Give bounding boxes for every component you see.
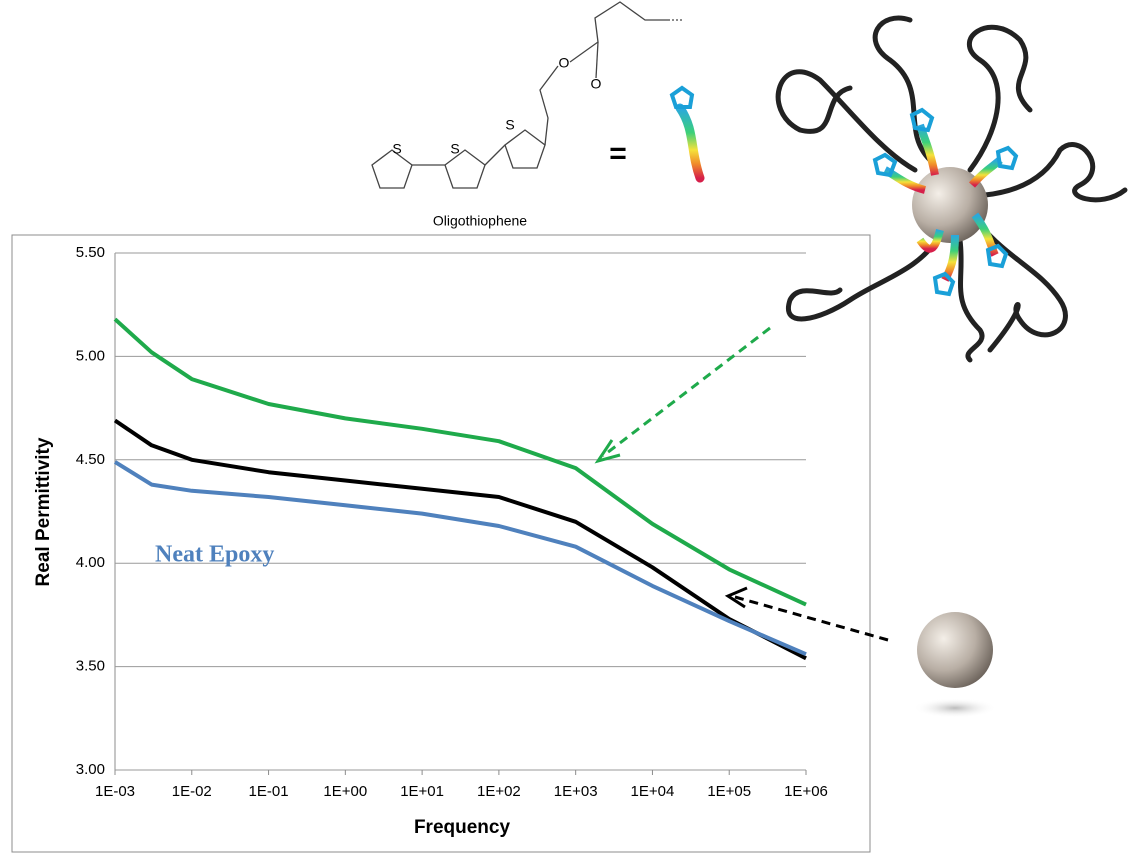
- y-tick-label: 3.00: [76, 761, 105, 778]
- chart-frame: [12, 235, 870, 852]
- bare-nanoparticle: [917, 612, 993, 688]
- molecule-caption: Oligothiophene: [433, 213, 527, 229]
- y-tick-label: 4.50: [76, 451, 105, 468]
- sphere-shadow: [913, 698, 997, 718]
- molecule: S S S O O = Oligothiophene: [372, 2, 700, 229]
- y-tick-label: 3.50: [76, 658, 105, 675]
- y-tick-label: 5.50: [76, 244, 105, 261]
- atom-label: O: [591, 76, 602, 92]
- x-tick-label: 1E+04: [631, 783, 675, 800]
- y-tick-label: 4.00: [76, 554, 105, 571]
- x-tick-label: 1E-03: [95, 783, 135, 800]
- x-tick-label: 1E+01: [400, 783, 444, 800]
- page: 3.00 3.50 4.00 4.50 5.00 5.50 1E-03 1E-02 1E-01 1…: [0, 0, 1132, 858]
- x-tick-label: 1E+03: [554, 783, 598, 800]
- atom-label: O: [559, 55, 570, 71]
- nanoparticle-ligands: [875, 110, 1016, 294]
- atom-label: S: [450, 141, 459, 157]
- atom-label: S: [392, 141, 401, 157]
- x-axis-label: Frequency: [414, 817, 511, 838]
- y-axis-label: Real Permittivity: [33, 437, 54, 586]
- x-tick-label: 1E-01: [249, 783, 289, 800]
- x-tick-label: 1E+00: [323, 783, 367, 800]
- x-tick-label: 1E-02: [172, 783, 212, 800]
- atom-label: S: [505, 117, 514, 133]
- series-label: Neat Epoxy: [155, 542, 274, 568]
- x-tick-label: 1E+02: [477, 783, 521, 800]
- x-tick-label: 1E+06: [784, 783, 828, 800]
- y-tick-label: 5.00: [76, 347, 105, 364]
- equals-sign: =: [609, 137, 627, 170]
- x-tick-label: 1E+05: [707, 783, 751, 800]
- figure: 3.00 3.50 4.00 4.50 5.00 5.50 1E-03 1E-02 1E-01 1…: [0, 0, 1132, 853]
